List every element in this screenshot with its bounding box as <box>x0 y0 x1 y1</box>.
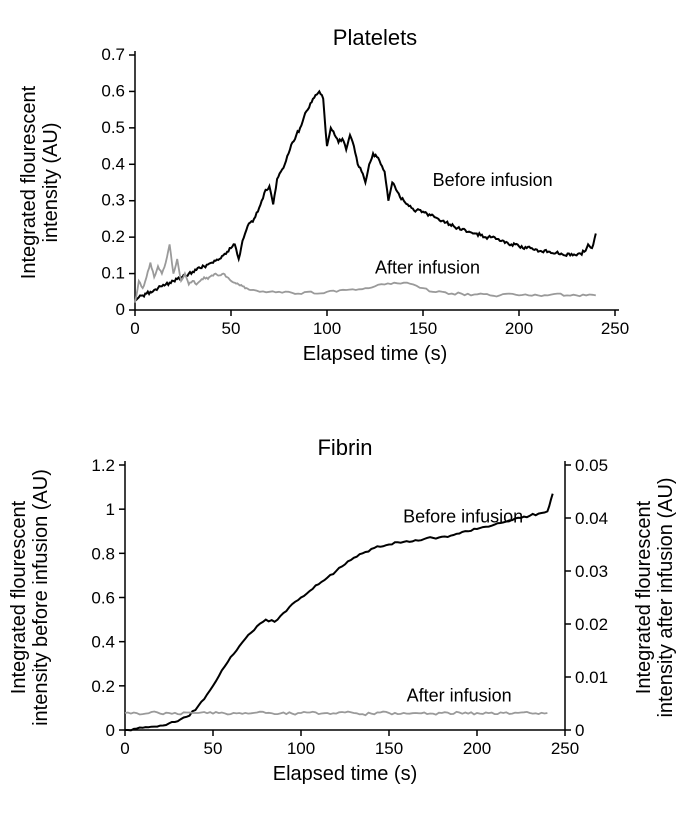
svg-text:150: 150 <box>409 319 437 338</box>
svg-text:Integrated flourescent: Integrated flourescent <box>633 500 655 694</box>
svg-text:50: 50 <box>204 739 223 758</box>
fibrin-before-label: Before infusion <box>403 506 523 526</box>
platelets-after-series <box>135 244 596 302</box>
svg-text:0: 0 <box>116 300 125 319</box>
svg-text:0.8: 0.8 <box>91 544 115 563</box>
platelets-ylabel: Integrated flourescentintensity (AU) <box>18 85 62 279</box>
svg-text:0: 0 <box>575 721 584 740</box>
svg-text:0.5: 0.5 <box>101 118 125 137</box>
platelets-after-label: After infusion <box>375 258 480 278</box>
svg-text:50: 50 <box>222 319 241 338</box>
fibrin-ylabel-left: Integrated flourescentintensity before i… <box>8 469 52 726</box>
fibrin-svg: Fibrin Integrated flourescentintensity b… <box>0 430 700 810</box>
svg-text:intensity (AU): intensity (AU) <box>40 122 62 242</box>
platelets-chart: Platelets Integrated flourescentintensit… <box>0 20 700 380</box>
svg-text:1.2: 1.2 <box>91 456 115 475</box>
platelets-before-series <box>135 91 596 300</box>
svg-text:200: 200 <box>505 319 533 338</box>
svg-text:0.6: 0.6 <box>101 81 125 100</box>
platelets-title: Platelets <box>333 25 417 50</box>
svg-text:100: 100 <box>313 319 341 338</box>
svg-text:0.01: 0.01 <box>575 668 608 687</box>
fibrin-after-label: After infusion <box>407 685 512 705</box>
svg-text:0.7: 0.7 <box>101 45 125 64</box>
svg-text:250: 250 <box>551 739 579 758</box>
svg-text:Integrated flourescent: Integrated flourescent <box>18 85 40 279</box>
svg-text:0: 0 <box>130 319 139 338</box>
fibrin-ylabel-right: Integrated flourescentintensity after in… <box>633 477 677 717</box>
fibrin-after-series <box>125 712 547 716</box>
fibrin-title: Fibrin <box>317 435 372 460</box>
svg-text:200: 200 <box>463 739 491 758</box>
svg-text:0.4: 0.4 <box>101 154 125 173</box>
svg-text:0.1: 0.1 <box>101 264 125 283</box>
svg-text:Integrated flourescent: Integrated flourescent <box>8 500 30 694</box>
svg-text:0.2: 0.2 <box>91 677 115 696</box>
svg-text:0.02: 0.02 <box>575 615 608 634</box>
platelets-xlabel: Elapsed time (s) <box>303 343 448 365</box>
svg-text:250: 250 <box>601 319 629 338</box>
svg-text:0.05: 0.05 <box>575 456 608 475</box>
fibrin-xlabel: Elapsed time (s) <box>273 763 418 785</box>
svg-text:0.4: 0.4 <box>91 633 115 652</box>
platelets-svg: Platelets Integrated flourescentintensit… <box>0 20 700 380</box>
platelets-before-label: Before infusion <box>433 170 553 190</box>
svg-text:100: 100 <box>287 739 315 758</box>
svg-text:0.2: 0.2 <box>101 227 125 246</box>
svg-text:0.03: 0.03 <box>575 562 608 581</box>
svg-text:0.3: 0.3 <box>101 191 125 210</box>
svg-text:intensity after infusion (AU): intensity after infusion (AU) <box>655 477 677 717</box>
svg-text:0.6: 0.6 <box>91 589 115 608</box>
fibrin-chart: Fibrin Integrated flourescentintensity b… <box>0 430 700 810</box>
svg-text:intensity before infusion (AU): intensity before infusion (AU) <box>30 469 52 726</box>
svg-text:0.04: 0.04 <box>575 509 608 528</box>
svg-text:0: 0 <box>106 721 115 740</box>
svg-text:150: 150 <box>375 739 403 758</box>
svg-text:0: 0 <box>120 739 129 758</box>
svg-text:1: 1 <box>106 500 115 519</box>
